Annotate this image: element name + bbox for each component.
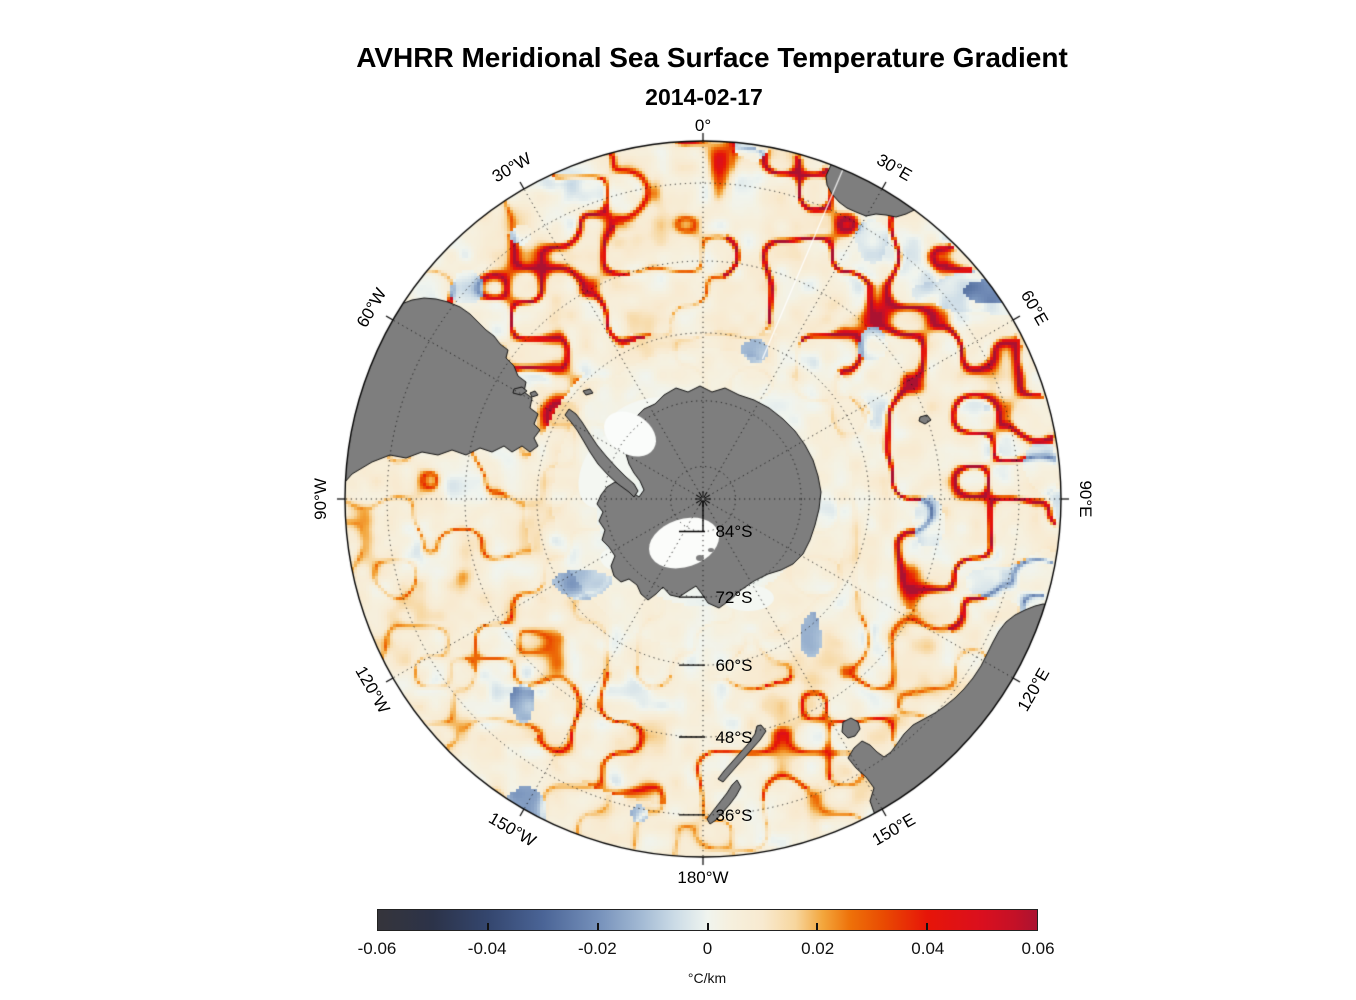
colorbar-tick [816, 923, 819, 930]
colorbar-unit-label: °C/km [687, 970, 727, 986]
colorbar-tick-label: 0 [702, 939, 713, 958]
lat-label-84S: 84°S [715, 522, 753, 542]
colorbar-tick [926, 923, 929, 930]
colorbar-tick [596, 923, 599, 930]
lon-label-180: 180°W [677, 868, 729, 887]
lat-label-36S: 36°S [715, 805, 753, 825]
figure-title: AVHRR Meridional Sea Surface Temperature… [356, 42, 1068, 73]
lat-label-60S: 60°S [715, 656, 753, 676]
colorbar-tick-label: 0.04 [911, 939, 945, 958]
colorbar-tick-label: -0.02 [577, 939, 617, 958]
lon-label--90: 90°W [311, 478, 330, 520]
lat-label-72S: 72°S [715, 588, 753, 608]
colorbar-tick [706, 923, 709, 930]
colorbar-tick-label: -0.06 [357, 939, 397, 958]
figure-date: 2014-02-17 [645, 84, 763, 110]
lat-label-48S: 48°S [715, 728, 753, 748]
colorbar-tick [486, 923, 489, 930]
lon-label-90: 90°E [1076, 480, 1095, 518]
colorbar [377, 909, 1038, 931]
lon-label-0: 0° [694, 116, 712, 135]
colorbar-tick-label: -0.04 [467, 939, 507, 958]
colorbar-tick-label: 0.02 [801, 939, 835, 958]
colorbar-tick-labels: -0.06 -0.04 -0.02 0 0.02 0.04 0.06 [358, 939, 1055, 961]
colorbar-tick-label: 0.06 [1021, 939, 1055, 958]
